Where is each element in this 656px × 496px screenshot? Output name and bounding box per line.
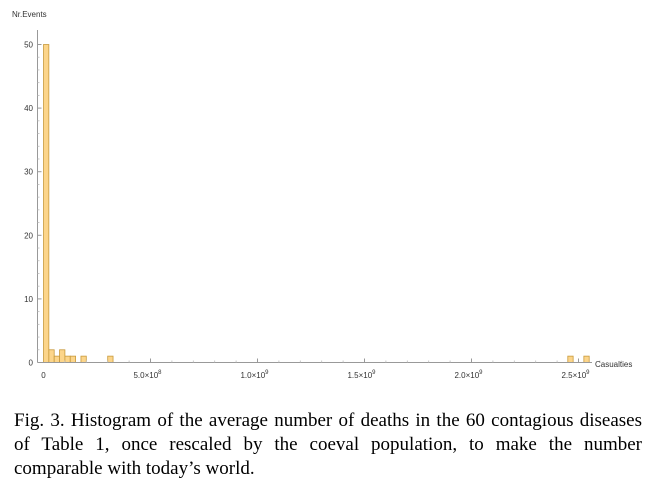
bars-group — [43, 44, 590, 363]
histogram-chart: 0 10 20 30 40 50 0 5.0×108 1.0×109 1.5×109 2.0×10… — [12, 10, 632, 380]
histogram-bar — [48, 349, 55, 363]
x-tick-exponent: 9 — [372, 370, 376, 376]
x-tick-exponent: 9 — [479, 370, 483, 376]
histogram-bar — [583, 355, 590, 363]
x-tick-label: 1.5×109 — [347, 370, 376, 380]
x-axis: 0 5.0×108 1.0×109 1.5×109 2.0×109 2.5×109 — [37, 358, 622, 380]
x-tick-label: 0 — [41, 371, 46, 380]
y-tick-label: 30 — [24, 168, 33, 177]
histogram-bar — [59, 349, 66, 363]
histogram-bar — [80, 355, 87, 363]
histogram-bar — [53, 355, 60, 363]
x-tick-exponent: 9 — [265, 370, 269, 376]
figure-caption: Fig. 3. Histogram of the average number … — [14, 410, 642, 479]
y-axis: 0 10 20 30 40 50 — [24, 30, 42, 368]
histogram-bar — [107, 355, 114, 363]
x-tick-label: 1.0×109 — [240, 370, 269, 380]
histogram-bar — [43, 44, 50, 363]
x-tick-exponent: 9 — [586, 370, 590, 376]
histogram-bar — [567, 355, 574, 363]
x-tick-label: 2.5×109 — [561, 370, 590, 380]
y-tick-label: 40 — [24, 104, 33, 113]
x-tick-exponent: 8 — [158, 370, 162, 376]
y-tick-label: 50 — [24, 41, 33, 50]
x-tick-label: 5.0×108 — [133, 370, 162, 380]
y-tick-label: 20 — [24, 231, 33, 240]
histogram-bar — [64, 355, 71, 363]
x-tick-label: 2.0×109 — [454, 370, 483, 380]
histogram-bar — [69, 355, 76, 363]
y-axis-label: Nr.Events — [12, 10, 47, 19]
y-tick-label: 0 — [29, 359, 34, 368]
x-axis-label: Casualties — [595, 360, 632, 369]
y-tick-label: 10 — [24, 295, 33, 304]
